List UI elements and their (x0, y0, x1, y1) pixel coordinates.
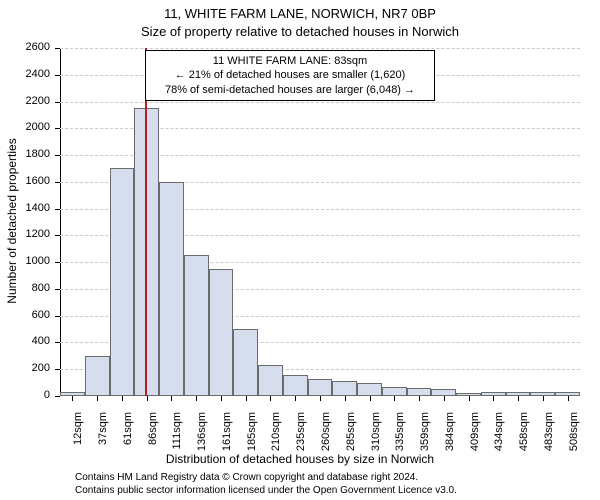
x-tick-mark (320, 396, 321, 401)
x-tick-mark (295, 396, 296, 401)
x-tick-mark (568, 396, 569, 401)
x-tick-mark (270, 396, 271, 401)
annotation-line-3: 78% of semi-detached houses are larger (… (152, 83, 428, 97)
annotation-line-1: 11 WHITE FARM LANE: 83sqm (152, 54, 428, 68)
histogram-bar (85, 356, 110, 396)
x-tick-mark (122, 396, 123, 401)
x-tick-mark (518, 396, 519, 401)
x-tick-mark (97, 396, 98, 401)
chart-title-line1: 11, WHITE FARM LANE, NORWICH, NR7 0BP (0, 6, 600, 21)
y-tick-mark (55, 396, 60, 397)
x-tick-mark (543, 396, 544, 401)
x-tick-mark (444, 396, 445, 401)
histogram-bar (159, 182, 184, 396)
y-axis-label: Number of detached properties (5, 121, 19, 321)
histogram-bar (209, 269, 234, 396)
annotation-line-2: ← 21% of detached houses are smaller (1,… (152, 68, 428, 82)
x-tick-mark (345, 396, 346, 401)
x-tick-mark (72, 396, 73, 401)
y-tick-mark (55, 209, 60, 210)
chart-title-line2: Size of property relative to detached ho… (0, 24, 600, 39)
footer-line-2: Contains public sector information licen… (75, 485, 457, 496)
x-tick-mark (419, 396, 420, 401)
y-tick-mark (55, 316, 60, 317)
histogram-bar (283, 375, 308, 396)
y-tick-mark (55, 289, 60, 290)
y-tick-mark (55, 369, 60, 370)
histogram-bar (110, 168, 135, 396)
y-tick-label: 2200 (0, 95, 50, 107)
histogram-bar (233, 329, 258, 396)
y-tick-mark (55, 262, 60, 263)
histogram-bar (431, 389, 456, 396)
histogram-bar (382, 387, 407, 396)
histogram-bar (308, 379, 333, 396)
histogram-bar (407, 388, 432, 396)
y-tick-mark (55, 342, 60, 343)
y-tick-label: 200 (0, 362, 50, 374)
x-tick-mark (196, 396, 197, 401)
y-tick-mark (55, 182, 60, 183)
histogram-bar (258, 365, 283, 396)
histogram-bar (357, 383, 382, 396)
x-tick-mark (394, 396, 395, 401)
x-tick-mark (246, 396, 247, 401)
y-tick-mark (55, 235, 60, 236)
y-tick-label: 2400 (0, 68, 50, 80)
footer-line-1: Contains HM Land Registry data © Crown c… (75, 472, 418, 483)
y-tick-label: 0 (0, 389, 50, 401)
gridline (60, 102, 580, 103)
histogram-bar (332, 381, 357, 396)
x-tick-mark (147, 396, 148, 401)
histogram-bar (184, 255, 209, 396)
annotation-box: 11 WHITE FARM LANE: 83sqm ← 21% of detac… (145, 50, 435, 101)
x-tick-mark (171, 396, 172, 401)
x-tick-mark (221, 396, 222, 401)
y-tick-mark (55, 48, 60, 49)
x-axis-label: Distribution of detached houses by size … (0, 452, 600, 466)
x-tick-mark (370, 396, 371, 401)
y-tick-mark (55, 155, 60, 156)
chart-canvas: 11, WHITE FARM LANE, NORWICH, NR7 0BP Si… (0, 0, 600, 500)
x-tick-mark (493, 396, 494, 401)
x-tick-mark (469, 396, 470, 401)
y-tick-mark (55, 128, 60, 129)
gridline (60, 48, 580, 49)
y-tick-mark (55, 102, 60, 103)
y-tick-label: 2600 (0, 41, 50, 53)
y-tick-mark (55, 75, 60, 76)
y-tick-label: 400 (0, 335, 50, 347)
